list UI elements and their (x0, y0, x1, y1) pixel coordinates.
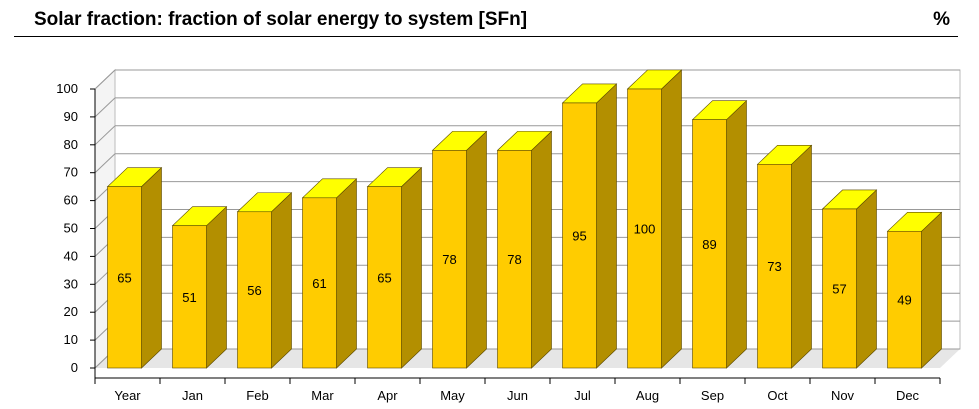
bar (367, 186, 402, 369)
bar-side (596, 83, 617, 369)
bar-side (401, 166, 422, 369)
bar (692, 119, 727, 369)
y-tick-label: 40 (64, 248, 78, 263)
gridline-depth (94, 153, 116, 174)
y-tick-label: 90 (64, 109, 78, 124)
bar-side (271, 192, 292, 369)
gridline-depth (94, 97, 116, 118)
data-label: 56 (247, 283, 261, 298)
x-tick-label: Nov (831, 388, 855, 403)
data-label: 65 (117, 270, 131, 285)
data-label: 49 (897, 293, 911, 308)
bar (172, 225, 207, 369)
x-tick-label: Apr (377, 388, 398, 403)
unit-label: % (933, 9, 950, 30)
y-tick-label: 0 (71, 360, 78, 375)
x-tick-label: Mar (311, 388, 334, 403)
x-tick-label: May (440, 388, 465, 403)
gridline-depth (94, 69, 116, 90)
y-tick-label: 10 (64, 332, 78, 347)
bar (432, 150, 467, 369)
y-tick-label: 50 (64, 221, 78, 236)
y-tick-label: 60 (64, 193, 78, 208)
bar-side (336, 178, 357, 369)
data-label: 51 (182, 290, 196, 305)
bar (497, 150, 532, 369)
bar (627, 88, 662, 369)
x-tick-label: Oct (767, 388, 788, 403)
bar (562, 102, 597, 369)
y-tick-label: 30 (64, 276, 78, 291)
x-tick-label: Year (114, 388, 141, 403)
chart-header: Solar fraction: fraction of solar energy… (14, 0, 958, 37)
y-tick-label: 70 (64, 165, 78, 180)
data-label: 65 (377, 270, 391, 285)
bar-side (141, 166, 162, 369)
data-label: 61 (312, 276, 326, 291)
x-tick-label: Jun (507, 388, 528, 403)
x-tick-label: Sep (701, 388, 724, 403)
x-tick-label: Aug (636, 388, 659, 403)
data-label: 73 (767, 259, 781, 274)
data-label: 89 (702, 237, 716, 252)
x-tick-label: Feb (246, 388, 268, 403)
bar-side (206, 206, 227, 369)
bar-side (921, 211, 942, 369)
x-tick-label: Dec (896, 388, 920, 403)
bar (107, 186, 142, 369)
bar (822, 208, 857, 369)
bar-side (466, 130, 487, 369)
data-label: 78 (507, 252, 521, 267)
bar (302, 197, 337, 369)
data-label: 100 (634, 222, 656, 237)
x-tick-label: Jan (182, 388, 203, 403)
y-tick-label: 100 (56, 81, 78, 96)
gridline-depth (94, 125, 116, 146)
y-tick-label: 80 (64, 137, 78, 152)
chart-title: Solar fraction: fraction of solar energy… (34, 9, 528, 30)
data-label: 95 (572, 228, 586, 243)
bar-side (661, 69, 682, 369)
bar (887, 230, 922, 369)
bar (757, 164, 792, 369)
data-label: 57 (832, 281, 846, 296)
bar (237, 211, 272, 369)
bar-side (856, 189, 877, 369)
bar-side (531, 130, 552, 369)
x-tick-label: Jul (574, 388, 591, 403)
y-tick-label: 20 (64, 304, 78, 319)
data-label: 78 (442, 252, 456, 267)
bar-side (791, 144, 812, 369)
bar-side (726, 99, 747, 369)
